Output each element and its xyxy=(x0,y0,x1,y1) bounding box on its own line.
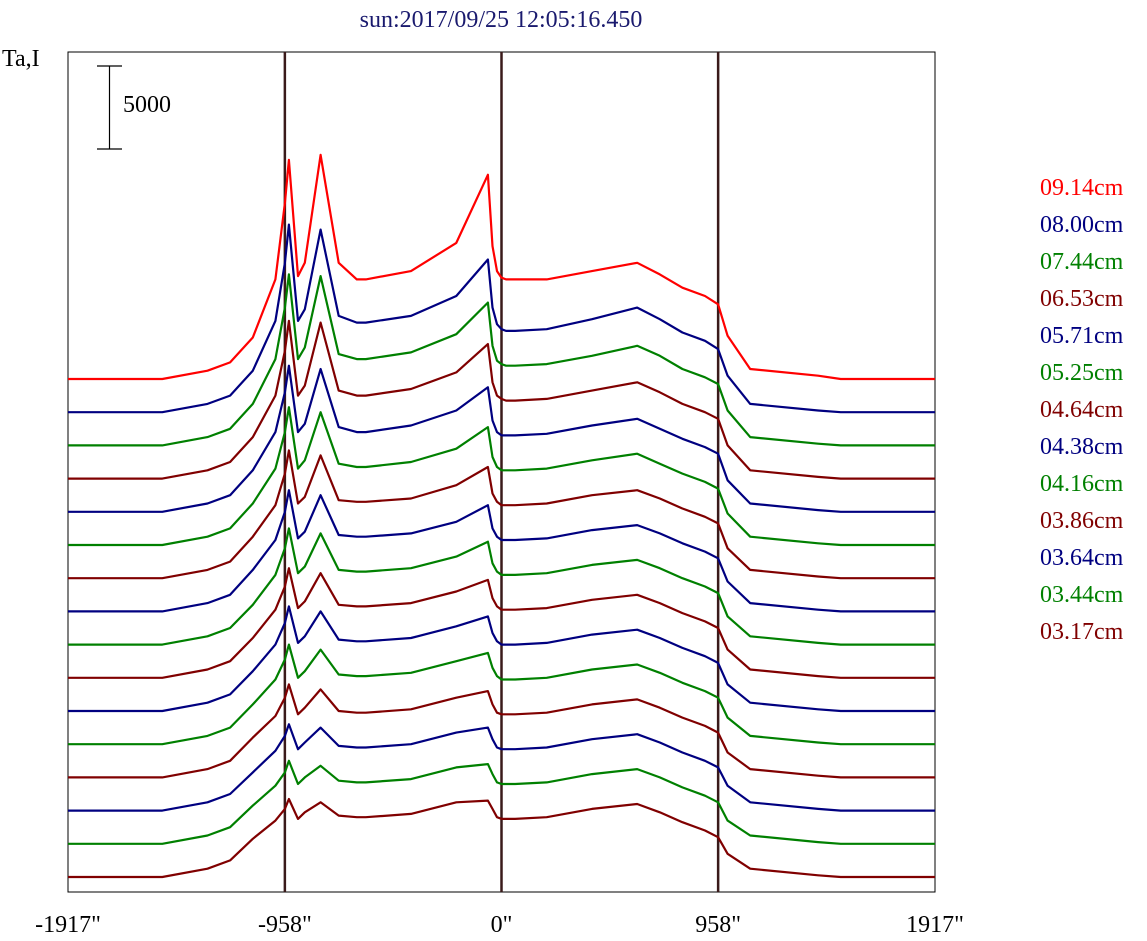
series-line-15 xyxy=(68,797,935,879)
legend-entry-4: 05.71cm xyxy=(1040,323,1124,349)
legend-entry-5: 05.25cm xyxy=(1040,360,1124,386)
scale-bar: 5000 xyxy=(97,65,171,150)
series-line-7 xyxy=(68,489,935,613)
legend-entry-0: 09.14cm xyxy=(1040,175,1124,201)
series-line-8 xyxy=(68,527,935,646)
legend-entry-9: 03.86cm xyxy=(1040,508,1124,534)
legend-entry-1: 08.00cm xyxy=(1040,212,1124,238)
series-line-3 xyxy=(68,319,935,480)
series-line-2 xyxy=(68,273,935,447)
series-line-11 xyxy=(68,643,935,746)
series-line-1 xyxy=(68,223,935,414)
scale-bar-label: 5000 xyxy=(123,92,171,118)
x-tick-label-4: 1917" xyxy=(906,912,964,938)
x-tick-label-2: 0" xyxy=(491,912,513,938)
legend-entry-8: 04.16cm xyxy=(1040,471,1124,497)
x-tick-label-1: -958" xyxy=(258,912,312,938)
x-tick-label-0: -1917" xyxy=(35,912,101,938)
series-line-10 xyxy=(68,605,935,713)
legend: 09.14cm 08.00cm 07.44cm 06.53cm 05.71cm 05.25… xyxy=(1040,175,1124,645)
series-line-12 xyxy=(68,683,935,779)
series-line-9 xyxy=(68,567,935,679)
vertical-markers xyxy=(283,52,720,892)
series-line-4 xyxy=(68,364,935,513)
series-line-5 xyxy=(68,406,935,547)
legend-entry-2: 07.44cm xyxy=(1040,249,1124,275)
x-tick-labels: -1917" -958" 0" 958" 1917" xyxy=(35,912,964,938)
series-line-0 xyxy=(68,153,935,381)
legend-entry-11: 03.44cm xyxy=(1040,582,1124,608)
legend-entry-10: 03.64cm xyxy=(1040,545,1124,571)
legend-entry-12: 03.17cm xyxy=(1040,619,1124,645)
series-line-13 xyxy=(68,723,935,812)
series-lines xyxy=(68,153,935,879)
legend-entry-7: 04.38cm xyxy=(1040,434,1124,460)
chart-title: sun:2017/09/25 12:05:16.450 xyxy=(360,7,643,33)
series-line-6 xyxy=(68,449,935,580)
legend-entry-3: 06.53cm xyxy=(1040,286,1124,312)
x-tick-label-3: 958" xyxy=(695,912,741,938)
y-axis-label: Ta,I xyxy=(2,46,40,72)
series-line-14 xyxy=(68,759,935,845)
legend-entry-6: 04.64cm xyxy=(1040,397,1124,423)
